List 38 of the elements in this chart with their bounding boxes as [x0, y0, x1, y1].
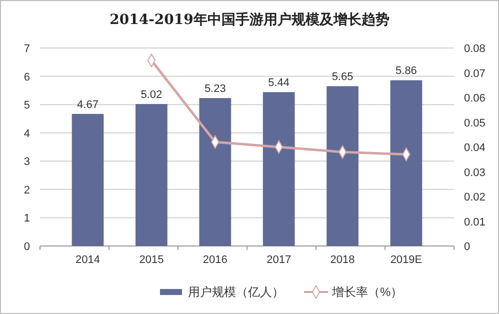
legend-label: 用户规模（亿人）: [188, 285, 284, 299]
y2-tick-label: 0.05: [464, 117, 486, 130]
y-tick-label: 0: [24, 241, 30, 253]
y2-tick-label: 0.02: [464, 192, 486, 204]
x-tick-label: 2016: [202, 254, 228, 266]
x-tick-label: 2015: [139, 254, 164, 266]
y2-tick-label: 0.04: [464, 142, 486, 154]
data-label: 5.86: [396, 65, 417, 78]
data-label: 5.44: [268, 77, 290, 90]
x-tick-label: 2018: [330, 254, 355, 266]
data-label: 4.67: [77, 98, 98, 111]
y-tick-label: 7: [24, 43, 30, 55]
y2-tick-label: 0.06: [464, 92, 486, 104]
bar: [136, 104, 168, 246]
y-tick-label: 3: [24, 156, 30, 168]
legend-label: 增长率（%）: [331, 285, 403, 299]
x-tick-label: 2017: [266, 254, 292, 266]
y2-tick-label: 0.08: [464, 43, 486, 55]
y2-tick-label: 0.07: [464, 68, 486, 80]
y2-tick-label: 0.01: [464, 216, 486, 228]
y2-tick-label: 0.03: [464, 166, 486, 179]
bar: [72, 114, 104, 246]
y2-tick-label: 0: [464, 241, 470, 253]
y-tick-label: 4: [24, 128, 30, 140]
y-tick-label: 1: [24, 212, 30, 225]
bar: [326, 86, 358, 246]
x-tick-label: 2019E: [390, 254, 422, 266]
data-label: 5.65: [332, 71, 354, 84]
bar: [390, 80, 422, 246]
y-tick-label: 6: [24, 71, 30, 84]
y-tick-label: 5: [24, 100, 30, 112]
data-label: 5.23: [204, 83, 226, 96]
bar: [262, 92, 295, 246]
y-tick-label: 2: [24, 184, 30, 196]
x-tick-label: 2014: [76, 254, 100, 266]
chart-title: 2014-2019年中国手游用户规模及增长趋势: [110, 11, 390, 28]
data-label: 5.02: [140, 89, 162, 102]
bar: [199, 98, 232, 246]
